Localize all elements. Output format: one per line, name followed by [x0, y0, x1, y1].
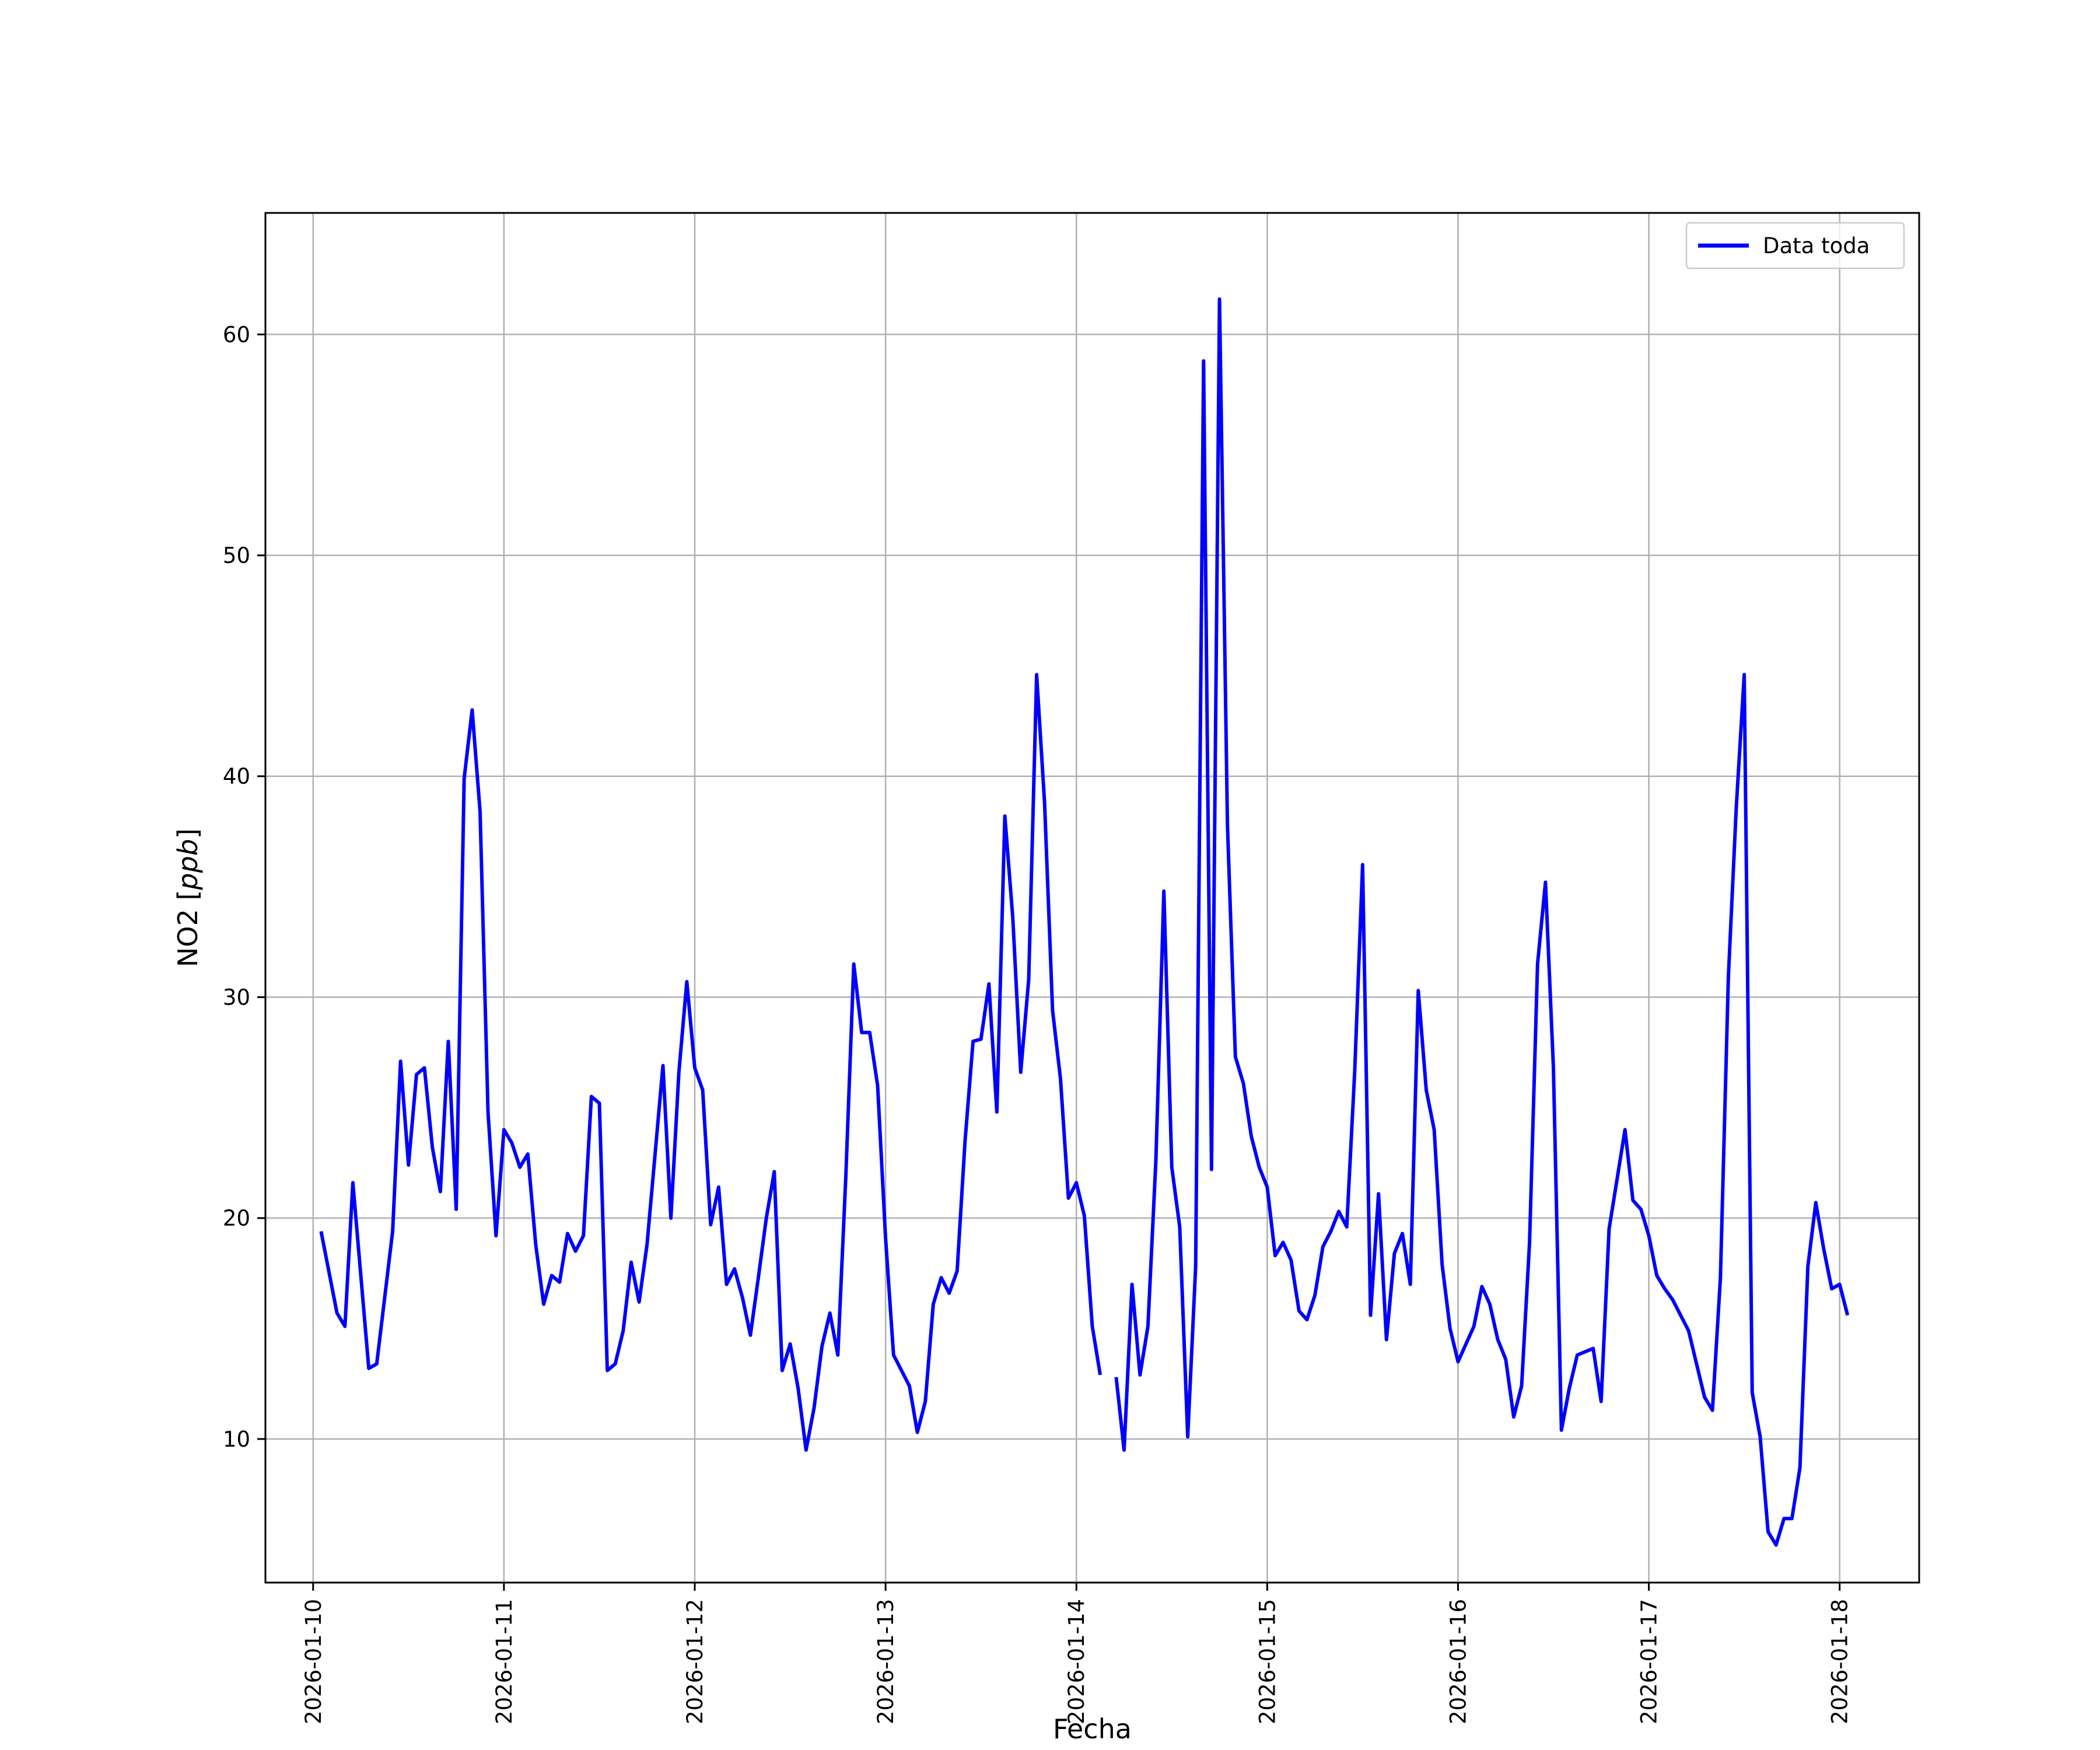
series-line-data-toda [319, 297, 1850, 1547]
x-tick-label: 2026-01-14 [1064, 1599, 1089, 1724]
plot-area [265, 213, 1919, 1583]
x-tick-label: 2026-01-17 [1637, 1599, 1662, 1724]
x-axis-label: Fecha [1053, 1713, 1132, 1745]
y-axis-label-suffix: ] [172, 828, 204, 839]
y-axis-label-prefix: NO2 [ [172, 890, 204, 967]
y-axis-label-unit: ppb [172, 839, 204, 891]
y-tick-label: 40 [223, 764, 250, 789]
legend: Data toda [1685, 222, 1905, 270]
legend-entry-label: Data toda [1763, 233, 1870, 258]
series-layer [319, 297, 1850, 1547]
plot-frame [264, 212, 1920, 1584]
y-axis-label: NO2 [ppb] [172, 828, 204, 967]
y-axis: 10 20 30 40 50 60 [223, 322, 265, 1452]
y-tick-label: 60 [223, 322, 250, 347]
x-tick-label: 2026-01-16 [1446, 1599, 1471, 1724]
y-tick-label: 10 [223, 1427, 250, 1452]
legend-box [1685, 222, 1905, 270]
x-tick-label: 2026-01-12 [682, 1599, 708, 1724]
y-tick-label: 30 [223, 985, 250, 1010]
x-tick-label: 2026-01-11 [492, 1599, 517, 1724]
x-tick-label: 2026-01-13 [873, 1599, 898, 1724]
x-tick-label: 2026-01-10 [301, 1599, 326, 1724]
x-axis: 2026-01-10 2026-01-11 2026-01-12 2026-01-13… [301, 1583, 1853, 1724]
y-tick-label: 20 [223, 1206, 250, 1231]
x-tick-label: 2026-01-15 [1255, 1599, 1280, 1724]
y-tick-label: 50 [223, 543, 250, 568]
x-tick-label: 2026-01-18 [1828, 1599, 1853, 1724]
